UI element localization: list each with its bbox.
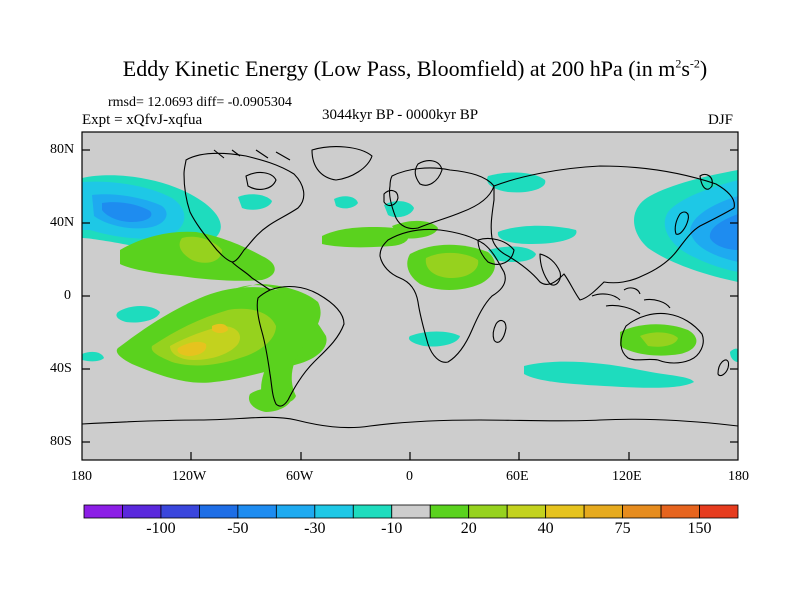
contour-s-pacific-west-cyan [82,351,104,362]
contour-s-pacific-core2 [212,323,228,333]
lat-label-80n: 80N [50,142,75,157]
contour-north-america-small [238,194,272,210]
colorbar-box [122,504,162,519]
colorbar-box [545,504,585,519]
contour-south-america-positive [232,284,321,404]
season-label: DJF [708,112,734,128]
lat-label-0: 0 [64,288,71,303]
colorbar-box [275,504,316,519]
experiment-label: Expt = xQfvJ-xqfua [82,112,203,128]
coast-se-asia-islands [591,287,671,315]
lat-label-40n: 40N [50,215,75,230]
colorbar-box [660,504,700,519]
coast-europe [388,167,495,230]
map-panel [82,132,738,460]
coast-australia [620,312,704,364]
colorbar-label: 150 [687,520,712,537]
contour-atlantic-band [322,226,409,248]
colorbar-label: -30 [304,520,326,537]
lat-label-80s: 80S [50,434,72,449]
coast-new-zealand [717,359,730,377]
lon-label-120w: 120W [172,469,207,484]
colorbar-box [583,504,623,519]
axis-ticks [82,149,738,460]
colorbar-box [199,504,239,519]
coast-africa [379,228,506,363]
coast-kamchatka [699,173,713,190]
lon-label-180e: 180 [728,469,749,484]
period-label: 3044kyr BP - 0000kyr BP [322,107,479,123]
coastlines [82,146,738,429]
contour-s-atlantic-cyan [408,331,460,347]
lon-label-60w: 60W [286,469,314,484]
lon-label-0: 0 [406,469,413,484]
coast-japan [674,211,689,235]
lat-label-40s: 40S [50,361,72,376]
contour-n-atlantic-small [334,196,358,209]
contour-n-pacific-west-core [102,202,152,222]
colorbar-label: 40 [537,520,554,537]
map-background [82,132,738,460]
colorbar-box [391,504,431,519]
colorbar-box [429,504,470,519]
colorbar-label: 20 [460,520,477,537]
lon-label-60e: 60E [506,469,529,484]
plot-title: Eddy Kinetic Energy (Low Pass, Bloomfiel… [122,56,708,81]
coast-arabia [477,237,515,265]
lon-label-120e: 120E [612,469,642,484]
colorbar-box [352,504,393,519]
coast-madagascar [492,319,507,343]
contour-central-asia [497,225,577,244]
colorbar-label: 75 [614,520,631,537]
colorbar-box [237,504,277,519]
colorbar-label: -100 [146,520,176,537]
coast-india [539,253,561,286]
colorbar-box [622,504,662,519]
coast-south-america [256,285,345,407]
colorbar-box [468,504,508,519]
coast-scandinavia [414,160,443,186]
colorbar-box [83,504,123,519]
contour-sahara-core [425,252,479,278]
coast-britain [383,189,399,207]
coast-antarctica [82,416,738,429]
colorbar-label: -10 [381,520,403,537]
colorbar-label: -50 [227,520,249,537]
colorbar-box [506,504,547,519]
coast-greenland [311,146,373,181]
contour-med-positive [392,220,438,239]
contour-arctic-eurasia [487,172,546,193]
coast-north-america [183,152,305,263]
colorbar-box [699,504,739,519]
coast-central-america [231,261,271,291]
contour-s-pacific-core [177,341,207,356]
contour-sw-pacific-core [640,332,678,347]
lon-label-180w: 180 [71,469,92,484]
stats-label: rmsd= 12.0693 diff= -0.0905304 [108,95,292,110]
colorbar-box [160,504,200,519]
coast-hudson [245,171,277,190]
coast-canadian-arch [213,149,291,161]
contour-n-pacific-equatorial-cyan [116,306,160,323]
contour-s-pacific-east-cyan [730,348,738,362]
contour-s-indian-cyan [524,361,694,388]
colorbar-box [314,504,354,519]
colorbar [83,504,739,519]
